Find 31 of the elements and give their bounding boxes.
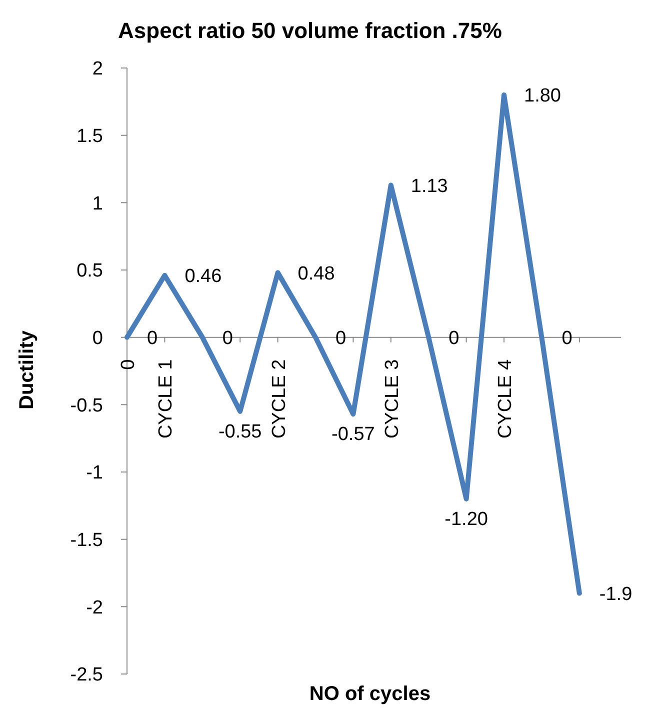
data-label: -0.55 — [218, 421, 262, 442]
y-tick-label: 0 — [92, 328, 103, 349]
data-label: 0.46 — [184, 266, 222, 288]
data-label: -1.20 — [444, 508, 488, 530]
chart-title: Aspect ratio 50 volume fraction .75% — [118, 18, 502, 43]
y-tick-label: 1.5 — [76, 126, 103, 147]
y-tick-label: 1 — [92, 193, 103, 214]
y-tick-label: 2 — [92, 58, 103, 80]
data-label: -1.9 — [599, 584, 632, 605]
data-label: 0 — [448, 328, 460, 349]
y-axis-title: Ductility — [16, 330, 38, 410]
y-tick-label: 0.5 — [76, 260, 103, 282]
y-tick-label: -1.5 — [70, 530, 103, 551]
data-label: -0.57 — [332, 424, 375, 446]
data-label: 1.80 — [524, 86, 561, 107]
x-tick-label: CYCLE 4 — [495, 358, 516, 439]
x-axis-title: NO of cycles — [309, 683, 431, 705]
data-label: 0 — [222, 328, 233, 349]
y-tick-label: -2 — [86, 597, 103, 618]
x-tick-label: CYCLE 1 — [156, 359, 177, 439]
y-tick-label: -1 — [86, 462, 103, 484]
x-tick-label: 0 — [118, 359, 139, 370]
data-label: 0 — [147, 328, 158, 349]
data-label: 1.13 — [410, 176, 448, 197]
data-label: 0.48 — [298, 263, 335, 284]
y-tick-label: -0.5 — [70, 395, 103, 416]
data-label: 0 — [336, 328, 346, 349]
x-tick-label: CYCLE 2 — [268, 359, 290, 439]
y-tick-label: -2.5 — [70, 664, 103, 686]
x-tick-label: CYCLE 3 — [382, 359, 403, 439]
data-label: 0 — [562, 328, 572, 349]
